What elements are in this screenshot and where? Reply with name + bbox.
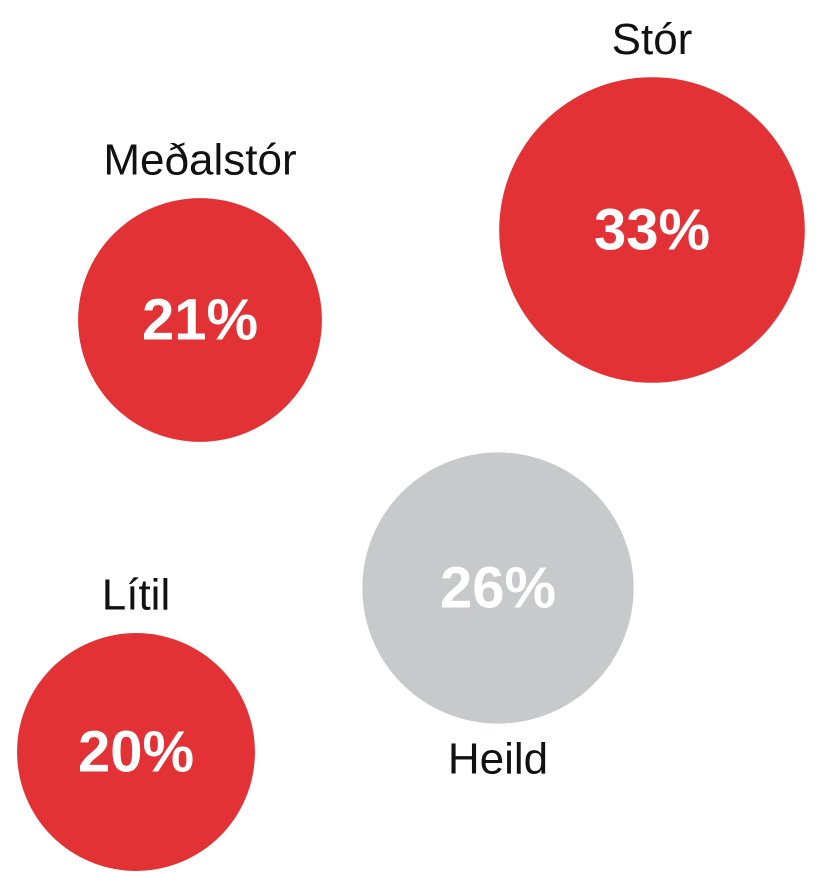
value-label: 33% <box>594 197 710 262</box>
bubble <box>362 452 634 724</box>
bubble <box>78 198 322 442</box>
value-label: 26% <box>440 555 556 620</box>
bubble <box>499 77 805 383</box>
category-label: Lítil <box>102 571 170 620</box>
value-label: 21% <box>142 287 258 352</box>
category-label: Meðalstór <box>103 136 296 185</box>
category-label: Stór <box>612 15 693 64</box>
category-label: Heild <box>448 734 548 783</box>
bubble <box>17 633 255 871</box>
value-label: 20% <box>78 719 194 784</box>
